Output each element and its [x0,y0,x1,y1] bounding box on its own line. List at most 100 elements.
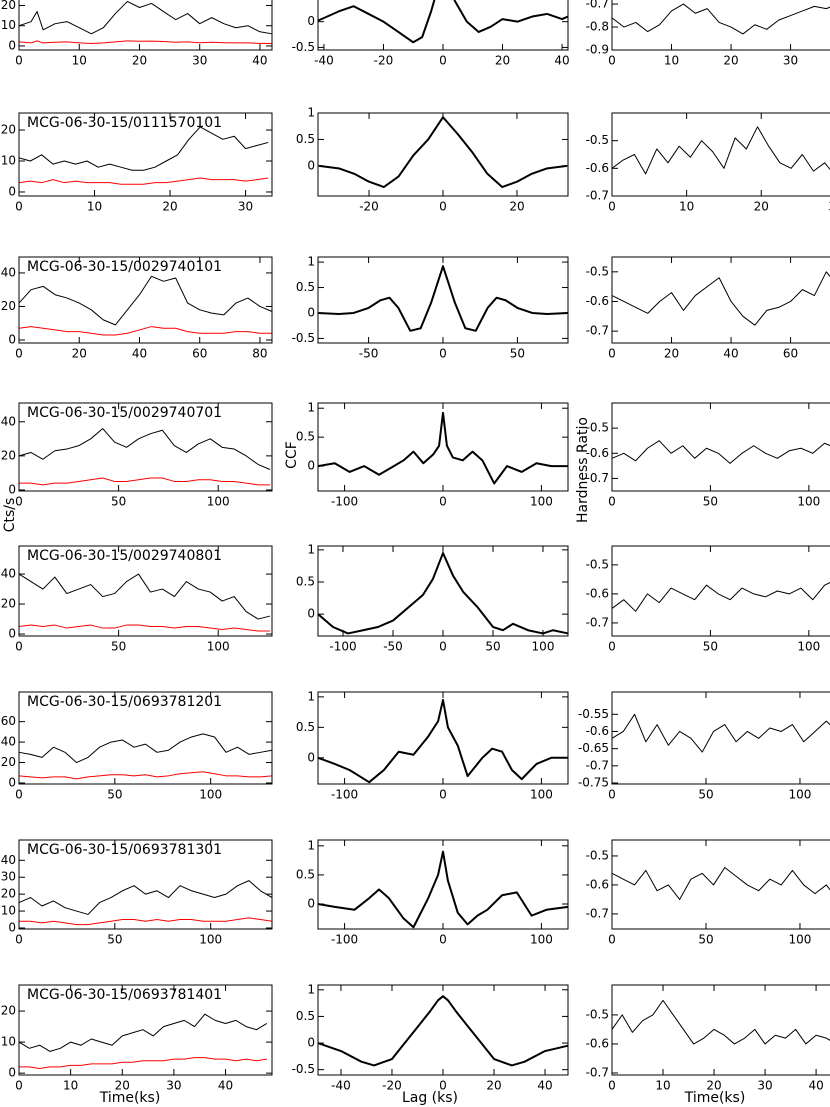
y-axis-label: Hardness Ratio [575,417,591,523]
x-tick-label: 0 [439,200,447,214]
x-tick-label: -100 [331,933,358,947]
data-line [317,265,569,332]
x-tick-label: 30 [238,200,253,214]
y-tick-label: -0.6 [586,724,609,738]
x-tick-label: 0 [608,640,616,654]
y-tick-label: -0.6 [586,877,609,891]
data-line [318,116,568,189]
x-tick-label: 0 [15,933,23,947]
plot-frame [611,839,830,930]
y-tick-label: 0.5 [296,132,315,146]
plot-frame [18,402,273,492]
y-tick-label: -0.6 [586,586,609,600]
x-axis-label: Lag (ks) [402,1090,458,1106]
x-tick-label: 50 [107,788,122,802]
y-tick-label: 0 [8,184,16,198]
plot-frame [611,402,830,492]
x-tick-label: 30 [828,200,830,214]
x-axis-label: Time(ks) [99,1090,161,1106]
y-tick-label: 10 [1,18,16,32]
plot-frame [611,0,830,51]
y-tick-label: -0.7 [586,189,609,203]
x-tick-label: -40 [314,54,334,68]
y-tick-label: 20 [1,299,16,313]
x-tick-label: 80 [252,347,267,361]
y-tick-label: -0.6 [586,1036,609,1050]
y-tick-label: -0.5 [586,421,609,435]
data-line [18,428,271,470]
x-tick-label: -20 [374,54,394,68]
plot-frame [317,984,569,1076]
data-line [317,552,569,635]
y-tick-label: 1 [307,255,315,269]
data-line [317,0,569,44]
x-tick-label: 0 [608,54,616,68]
x-tick-label: 100 [530,788,553,802]
data-line [18,326,272,336]
x-tick-label: 100 [530,933,553,947]
y-tick-label: 0 [8,920,16,934]
y-tick-label: 0 [307,305,315,319]
x-tick-label: 10 [664,54,679,68]
x-tick-label: 100 [199,788,222,802]
y-tick-label: 1 [307,542,315,556]
x-tick-label: 0 [608,200,616,214]
x-tick-label: -20 [382,1079,402,1093]
x-tick-label: 0 [15,495,23,509]
x-tick-label: 0 [439,54,447,68]
x-tick-label: 100 [797,495,820,509]
data-line [18,275,273,326]
x-tick-label: 20 [115,1079,130,1093]
x-tick-label: 0 [608,495,616,509]
y-tick-label: 0 [8,332,16,346]
x-tick-label: 20 [706,1079,721,1093]
plot-frame [317,545,569,637]
plot-frame [18,691,273,785]
y-tick-label: 0 [8,775,16,789]
x-tick-label: 0 [439,933,447,947]
x-tick-label: 0 [439,788,447,802]
data-line [18,40,273,45]
y-tick-label: 1 [307,689,315,703]
y-tick-label: 0.5 [296,0,315,2]
y-tick-label: -0.75 [578,775,609,789]
x-tick-label: 50 [107,933,122,947]
plot-frame [18,839,273,930]
y-tick-label: 0.5 [296,867,315,881]
y-tick-label: -0.7 [586,906,609,920]
x-tick-label: 50 [703,495,718,509]
y-tick-label: 0.5 [296,720,315,734]
x-tick-label: -50 [383,640,403,654]
data-line [18,573,271,620]
plot-frame [611,984,830,1076]
y-tick-label: 0.5 [296,575,315,589]
plot-frame [18,984,273,1076]
y-tick-label: -0.7 [586,1065,609,1079]
plot-frame [317,256,569,344]
y-tick-label: 0 [8,38,16,52]
plot-frame [611,691,830,785]
x-tick-label: 20 [162,200,177,214]
plot-frame [611,256,830,344]
plot-frame [18,112,273,197]
panel-title: MCG-06-30-15/0693781401 [27,987,222,1003]
x-tick-label: 10 [72,54,87,68]
x-tick-label: 50 [111,495,126,509]
y-tick-label: 0 [8,482,16,496]
y-tick-label: 10 [1,1035,16,1049]
x-tick-label: 0 [15,347,23,361]
x-tick-label: 0 [608,1079,616,1093]
x-tick-label: 40 [218,1079,233,1093]
x-tick-label: 100 [207,495,230,509]
y-tick-label: 1 [307,838,315,852]
x-tick-label: 0 [439,495,447,509]
data-line [611,271,830,326]
y-tick-label: 40 [1,735,16,749]
x-tick-label: -50 [359,347,379,361]
data-line [611,440,830,464]
y-tick-label: 0 [307,158,315,172]
x-tick-label: 10 [87,200,102,214]
x-tick-label: 0 [439,1079,447,1093]
y-tick-label: -0.7 [586,758,609,772]
x-tick-label: -100 [329,640,356,654]
